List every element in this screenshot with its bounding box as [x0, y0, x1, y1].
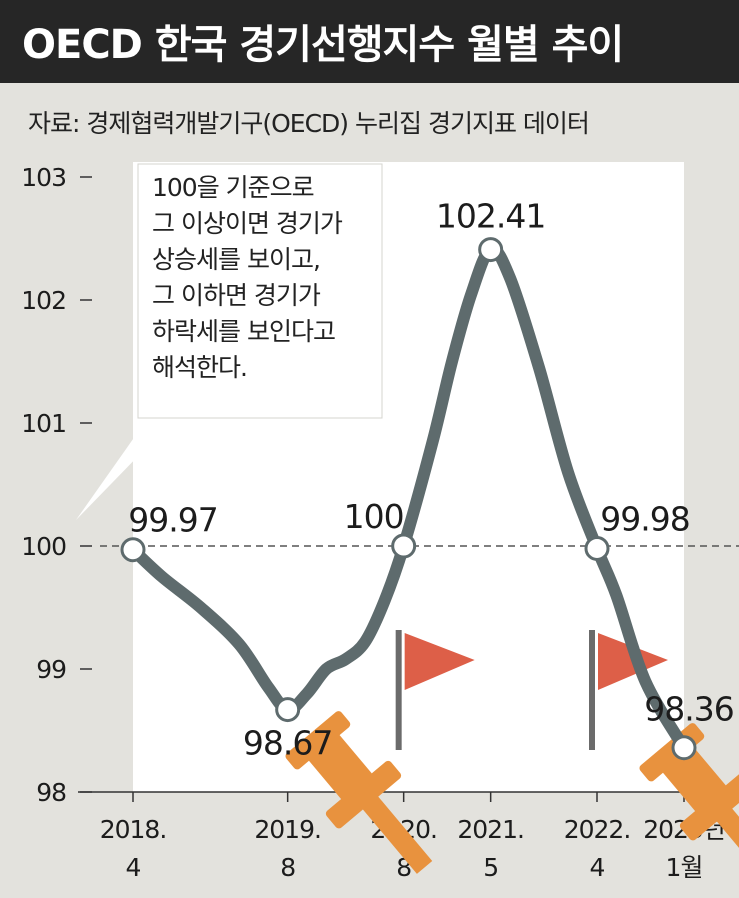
- annotation-text: 100을 기준으로 그 이상이면 경기가 상승세를 보이고, 그 이하면 경기가…: [152, 173, 343, 382]
- x-tick-label: 2021.: [457, 815, 524, 844]
- data-label: 99.98: [600, 499, 689, 538]
- speech-bubble: [137, 163, 383, 419]
- x-tick-sublabel: 4: [590, 853, 605, 882]
- y-tick-label: 98: [36, 778, 66, 807]
- speech-bubble-tail: [76, 415, 178, 520]
- page-title: OECD 한국 경기선행지수 월별 추이: [22, 22, 624, 68]
- x-tick-sublabel: 8: [280, 853, 295, 882]
- flag-icon: [404, 633, 475, 690]
- source-note: 자료: 경제협력개발기구(OECD) 누리집 경기지표 데이터: [28, 109, 590, 138]
- data-label: 98.36: [644, 690, 733, 729]
- x-tick-label: 2019.: [254, 815, 321, 844]
- series-line: [127, 243, 690, 754]
- data-point: [478, 237, 504, 263]
- x-tick-label: 2018.: [100, 815, 167, 844]
- y-tick-label: 102: [21, 286, 66, 315]
- y-tick-label: 103: [21, 163, 66, 192]
- data-label: 102.41: [436, 197, 545, 236]
- pushpin-icon: [285, 711, 433, 874]
- data-point: [275, 697, 301, 723]
- data-label: 100: [344, 497, 404, 536]
- title-bar: OECD 한국 경기선행지수 월별 추이: [0, 0, 739, 83]
- x-tick-sublabel: 1월: [666, 853, 703, 882]
- x-tick-sublabel: 4: [126, 853, 141, 882]
- data-point: [391, 533, 417, 559]
- y-tick-label: 101: [21, 409, 66, 438]
- y-tick-label: 99: [36, 655, 66, 684]
- data-point: [120, 537, 146, 563]
- data-label: 98.67: [243, 724, 332, 763]
- data-point: [671, 735, 697, 761]
- x-tick-label: 2022.: [564, 815, 631, 844]
- y-tick-label: 100: [21, 532, 66, 561]
- x-tick-sublabel: 5: [483, 853, 498, 882]
- data-point: [584, 535, 610, 561]
- data-label: 99.97: [128, 501, 217, 540]
